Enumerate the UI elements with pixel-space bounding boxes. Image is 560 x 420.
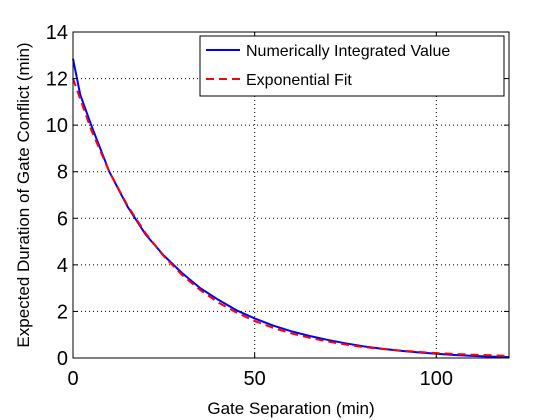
legend-label-numerically-integrated: Numerically Integrated Value [246,43,450,60]
x-tick-label: 50 [244,368,266,390]
ticks [72,31,509,359]
tick-labels: 0 50 100 0 2 4 6 8 10 12 14 [46,22,453,390]
plot-frame [72,31,510,359]
x-axis-title: Gate Separation (min) [207,399,374,418]
legend-label-exponential-fit: Exponential Fit [246,72,352,89]
y-axis-title: Expected Duration of Gate Conflict (min) [14,42,33,347]
x-tick-label: 0 [67,368,78,390]
y-tick-label: 14 [46,22,68,44]
y-tick-label: 2 [57,301,68,323]
y-tick-label: 8 [57,162,68,184]
legend: Numerically Integrated Value Exponential… [199,35,505,97]
y-tick-label: 12 [46,69,68,91]
y-tick-label: 0 [57,348,68,370]
y-tick-label: 4 [57,255,68,277]
y-tick-label: 6 [57,208,68,230]
x-tick-label: 100 [420,368,453,390]
y-tick-label: 10 [46,115,68,137]
grid [73,32,509,358]
legend-box [199,35,505,97]
